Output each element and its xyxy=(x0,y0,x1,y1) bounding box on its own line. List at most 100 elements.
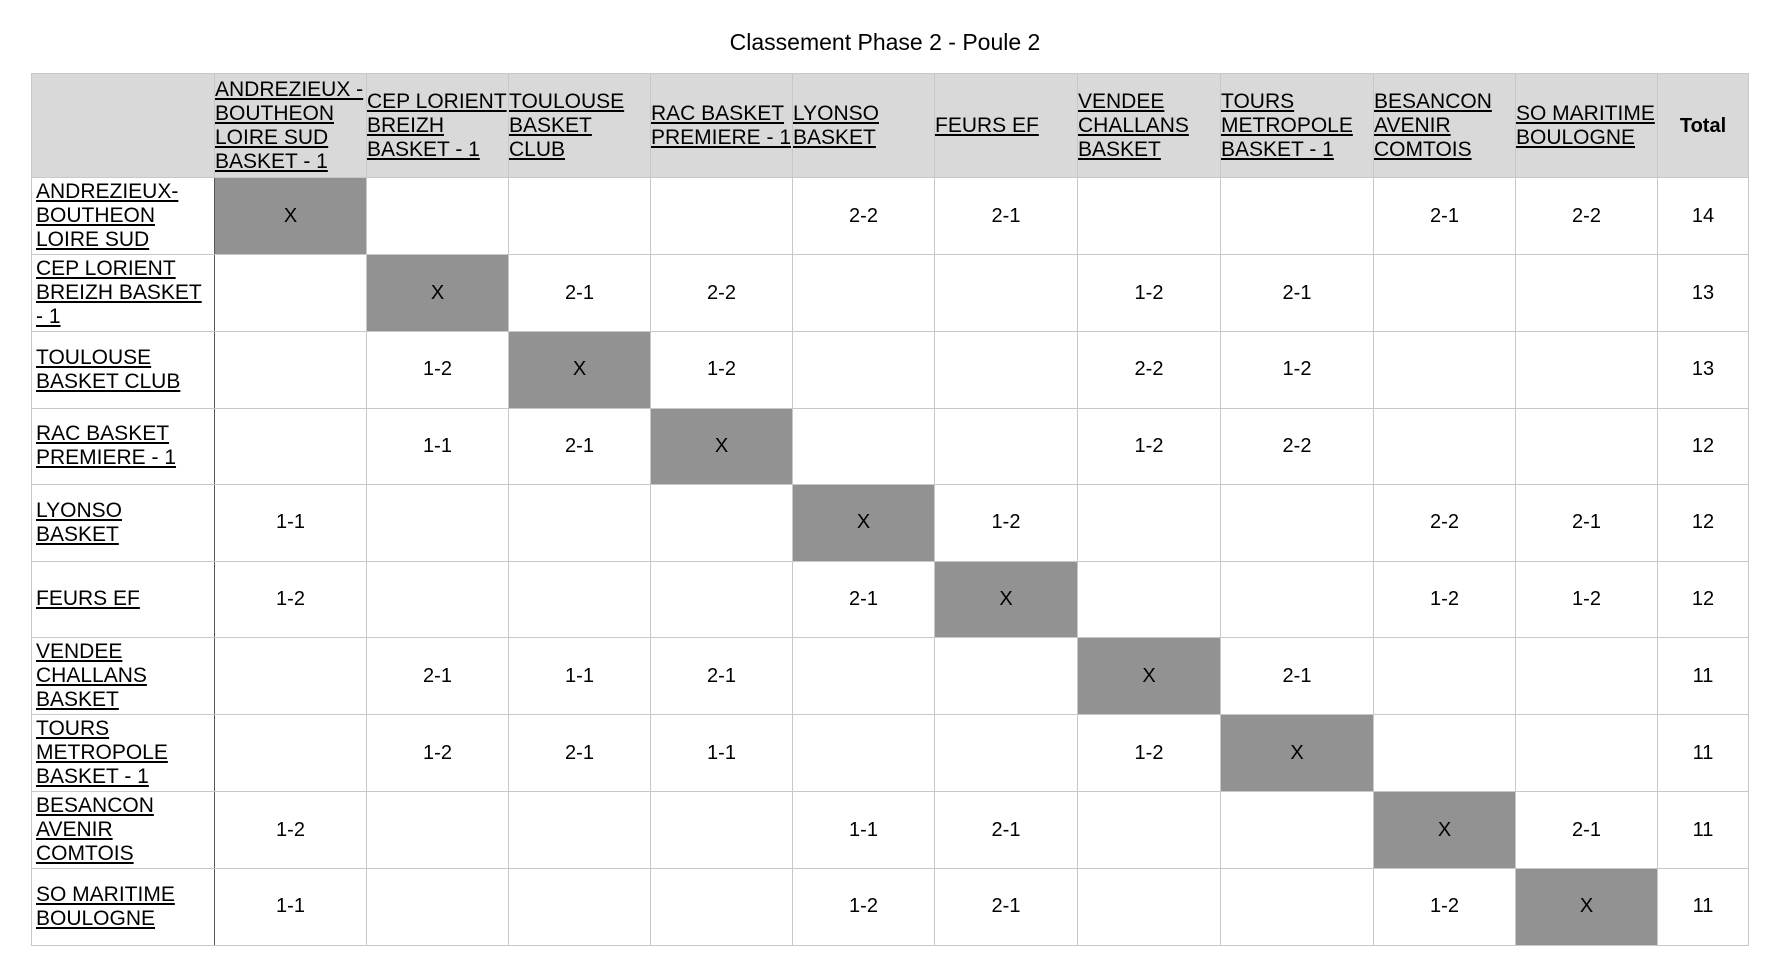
table-row: LYONSO BASKET 1-1 X 1-2 2-2 2-1 12 xyxy=(31,484,1749,562)
score-cell: 2-1 xyxy=(366,637,509,715)
diagonal-cell: X xyxy=(792,484,935,562)
diagonal-cell: X xyxy=(1220,714,1374,792)
score-cell: 1-2 xyxy=(214,791,367,869)
column-header-feurs-ef: FEURS EF xyxy=(934,73,1078,178)
score-cell: 1-2 xyxy=(1077,714,1221,792)
column-team-link[interactable]: VENDEE CHALLANS BASKET xyxy=(1078,89,1189,161)
row-header: CEP LORIENT BREIZH BASKET - 1 xyxy=(31,254,215,332)
column-header-rac-basket-premiere-1: RAC BASKET PREMIERE - 1 xyxy=(650,73,793,178)
row-team-link[interactable]: VENDEE CHALLANS BASKET xyxy=(36,640,147,711)
table-row: TOULOUSE BASKET CLUB 1-2 X 1-2 2-2 1-2 13 xyxy=(31,331,1749,409)
score-cell xyxy=(1515,331,1658,409)
score-cell: 1-2 xyxy=(214,560,367,638)
score-cell xyxy=(214,407,367,485)
score-cell: 1-2 xyxy=(1220,331,1374,409)
score-cell xyxy=(366,791,509,869)
page-title: Classement Phase 2 - Poule 2 xyxy=(729,29,1041,55)
total-column-header: Total xyxy=(1657,73,1749,178)
row-team-link[interactable]: BESANCON AVENIR COMTOIS xyxy=(36,794,154,865)
column-team-link[interactable]: CEP LORIENT BREIZH BASKET - 1 xyxy=(367,89,507,161)
row-team-link[interactable]: ANDREZIEUX-BOUTHEON LOIRE SUD xyxy=(36,180,179,251)
diagonal-cell: X xyxy=(366,254,509,332)
score-cell xyxy=(934,637,1078,715)
diagonal-cell: X xyxy=(1515,868,1658,946)
row-team-link[interactable]: CEP LORIENT BREIZH BASKET - 1 xyxy=(36,257,202,328)
row-team-link[interactable]: LYONSO BASKET xyxy=(36,498,122,546)
column-header-so-maritime-boulogne: SO MARITIME BOULOGNE xyxy=(1515,73,1658,178)
column-team-link[interactable]: ANDREZIEUX -BOUTHEON LOIRE SUD BASKET - … xyxy=(215,77,364,173)
score-cell xyxy=(1077,560,1221,638)
column-team-link[interactable]: FEURS EF xyxy=(935,113,1039,137)
score-cell xyxy=(508,484,651,562)
row-header: TOULOUSE BASKET CLUB xyxy=(31,331,215,409)
column-team-link[interactable]: TOURS METROPOLE BASKET - 1 xyxy=(1221,89,1353,161)
score-cell xyxy=(1515,637,1658,715)
score-cell xyxy=(214,637,367,715)
column-team-link[interactable]: SO MARITIME BOULOGNE xyxy=(1516,101,1655,149)
score-cell xyxy=(1077,177,1221,255)
table-row: FEURS EF 1-2 2-1 X 1-2 1-2 12 xyxy=(31,560,1749,638)
column-header-tours-metropole-basket-1: TOURS METROPOLE BASKET - 1 xyxy=(1220,73,1374,178)
score-cell xyxy=(934,331,1078,409)
score-cell xyxy=(1220,484,1374,562)
score-cell: 1-2 xyxy=(1077,254,1221,332)
standings-table: ANDREZIEUX -BOUTHEON LOIRE SUD BASKET - … xyxy=(31,73,1749,946)
total-cell: 13 xyxy=(1657,331,1749,409)
score-cell: 1-1 xyxy=(508,637,651,715)
score-cell xyxy=(1220,868,1374,946)
score-cell xyxy=(650,868,793,946)
total-cell: 12 xyxy=(1657,560,1749,638)
score-cell xyxy=(792,331,935,409)
score-cell: 2-1 xyxy=(1515,484,1658,562)
score-cell xyxy=(934,254,1078,332)
score-cell: 2-2 xyxy=(650,254,793,332)
table-row: CEP LORIENT BREIZH BASKET - 1 X 2-1 2-2 1-2 2… xyxy=(31,254,1749,332)
column-team-link[interactable]: BESANCON AVENIR COMTOIS xyxy=(1374,89,1492,161)
row-header: VENDEE CHALLANS BASKET xyxy=(31,637,215,715)
table-row: RAC BASKET PREMIERE - 1 1-1 2-1 X 1-2 2-2 12 xyxy=(31,407,1749,485)
score-cell xyxy=(650,560,793,638)
score-cell: 1-1 xyxy=(214,484,367,562)
score-cell: 2-2 xyxy=(792,177,935,255)
score-cell xyxy=(650,177,793,255)
score-cell xyxy=(1373,407,1516,485)
total-cell: 14 xyxy=(1657,177,1749,255)
diagonal-cell: X xyxy=(934,560,1078,638)
score-cell xyxy=(1077,868,1221,946)
score-cell xyxy=(1515,714,1658,792)
score-cell xyxy=(366,484,509,562)
table-row: TOURS METROPOLE BASKET - 1 1-2 2-1 1-1 1-2 X 1… xyxy=(31,714,1749,792)
score-cell: 2-1 xyxy=(1373,177,1516,255)
score-cell: 2-2 xyxy=(1220,407,1374,485)
row-team-link[interactable]: RAC BASKET PREMIERE - 1 xyxy=(36,422,177,470)
total-cell: 11 xyxy=(1657,868,1749,946)
column-team-link[interactable]: TOULOUSE BASKET CLUB xyxy=(509,89,625,161)
score-cell xyxy=(650,484,793,562)
row-team-link[interactable]: FEURS EF xyxy=(36,587,140,611)
score-cell xyxy=(1515,407,1658,485)
score-cell: 2-1 xyxy=(934,791,1078,869)
column-header-vendee-challans-basket: VENDEE CHALLANS BASKET xyxy=(1077,73,1221,178)
score-cell: 2-1 xyxy=(508,254,651,332)
row-header: ANDREZIEUX-BOUTHEON LOIRE SUD xyxy=(31,177,215,255)
row-team-link[interactable]: SO MARITIME BOULOGNE xyxy=(36,882,175,930)
score-cell xyxy=(508,177,651,255)
score-cell: 2-1 xyxy=(508,714,651,792)
score-cell: 2-1 xyxy=(934,177,1078,255)
total-cell: 11 xyxy=(1657,714,1749,792)
row-team-link[interactable]: TOULOUSE BASKET CLUB xyxy=(36,345,181,393)
score-cell xyxy=(366,177,509,255)
row-team-link[interactable]: TOURS METROPOLE BASKET - 1 xyxy=(36,717,168,788)
score-cell: 2-1 xyxy=(1515,791,1658,869)
column-team-link[interactable]: RAC BASKET PREMIERE - 1 xyxy=(651,101,792,149)
column-team-link[interactable]: LYONSO BASKET xyxy=(793,101,879,149)
column-header-andrezieux-boutheon-loire-sud-basket-1: ANDREZIEUX -BOUTHEON LOIRE SUD BASKET - … xyxy=(214,73,367,178)
score-cell xyxy=(792,254,935,332)
score-cell: 1-2 xyxy=(366,331,509,409)
total-cell: 11 xyxy=(1657,791,1749,869)
score-cell xyxy=(934,714,1078,792)
score-cell: 2-1 xyxy=(934,868,1078,946)
score-cell xyxy=(1220,177,1374,255)
score-cell: 2-2 xyxy=(1077,331,1221,409)
score-cell xyxy=(792,637,935,715)
